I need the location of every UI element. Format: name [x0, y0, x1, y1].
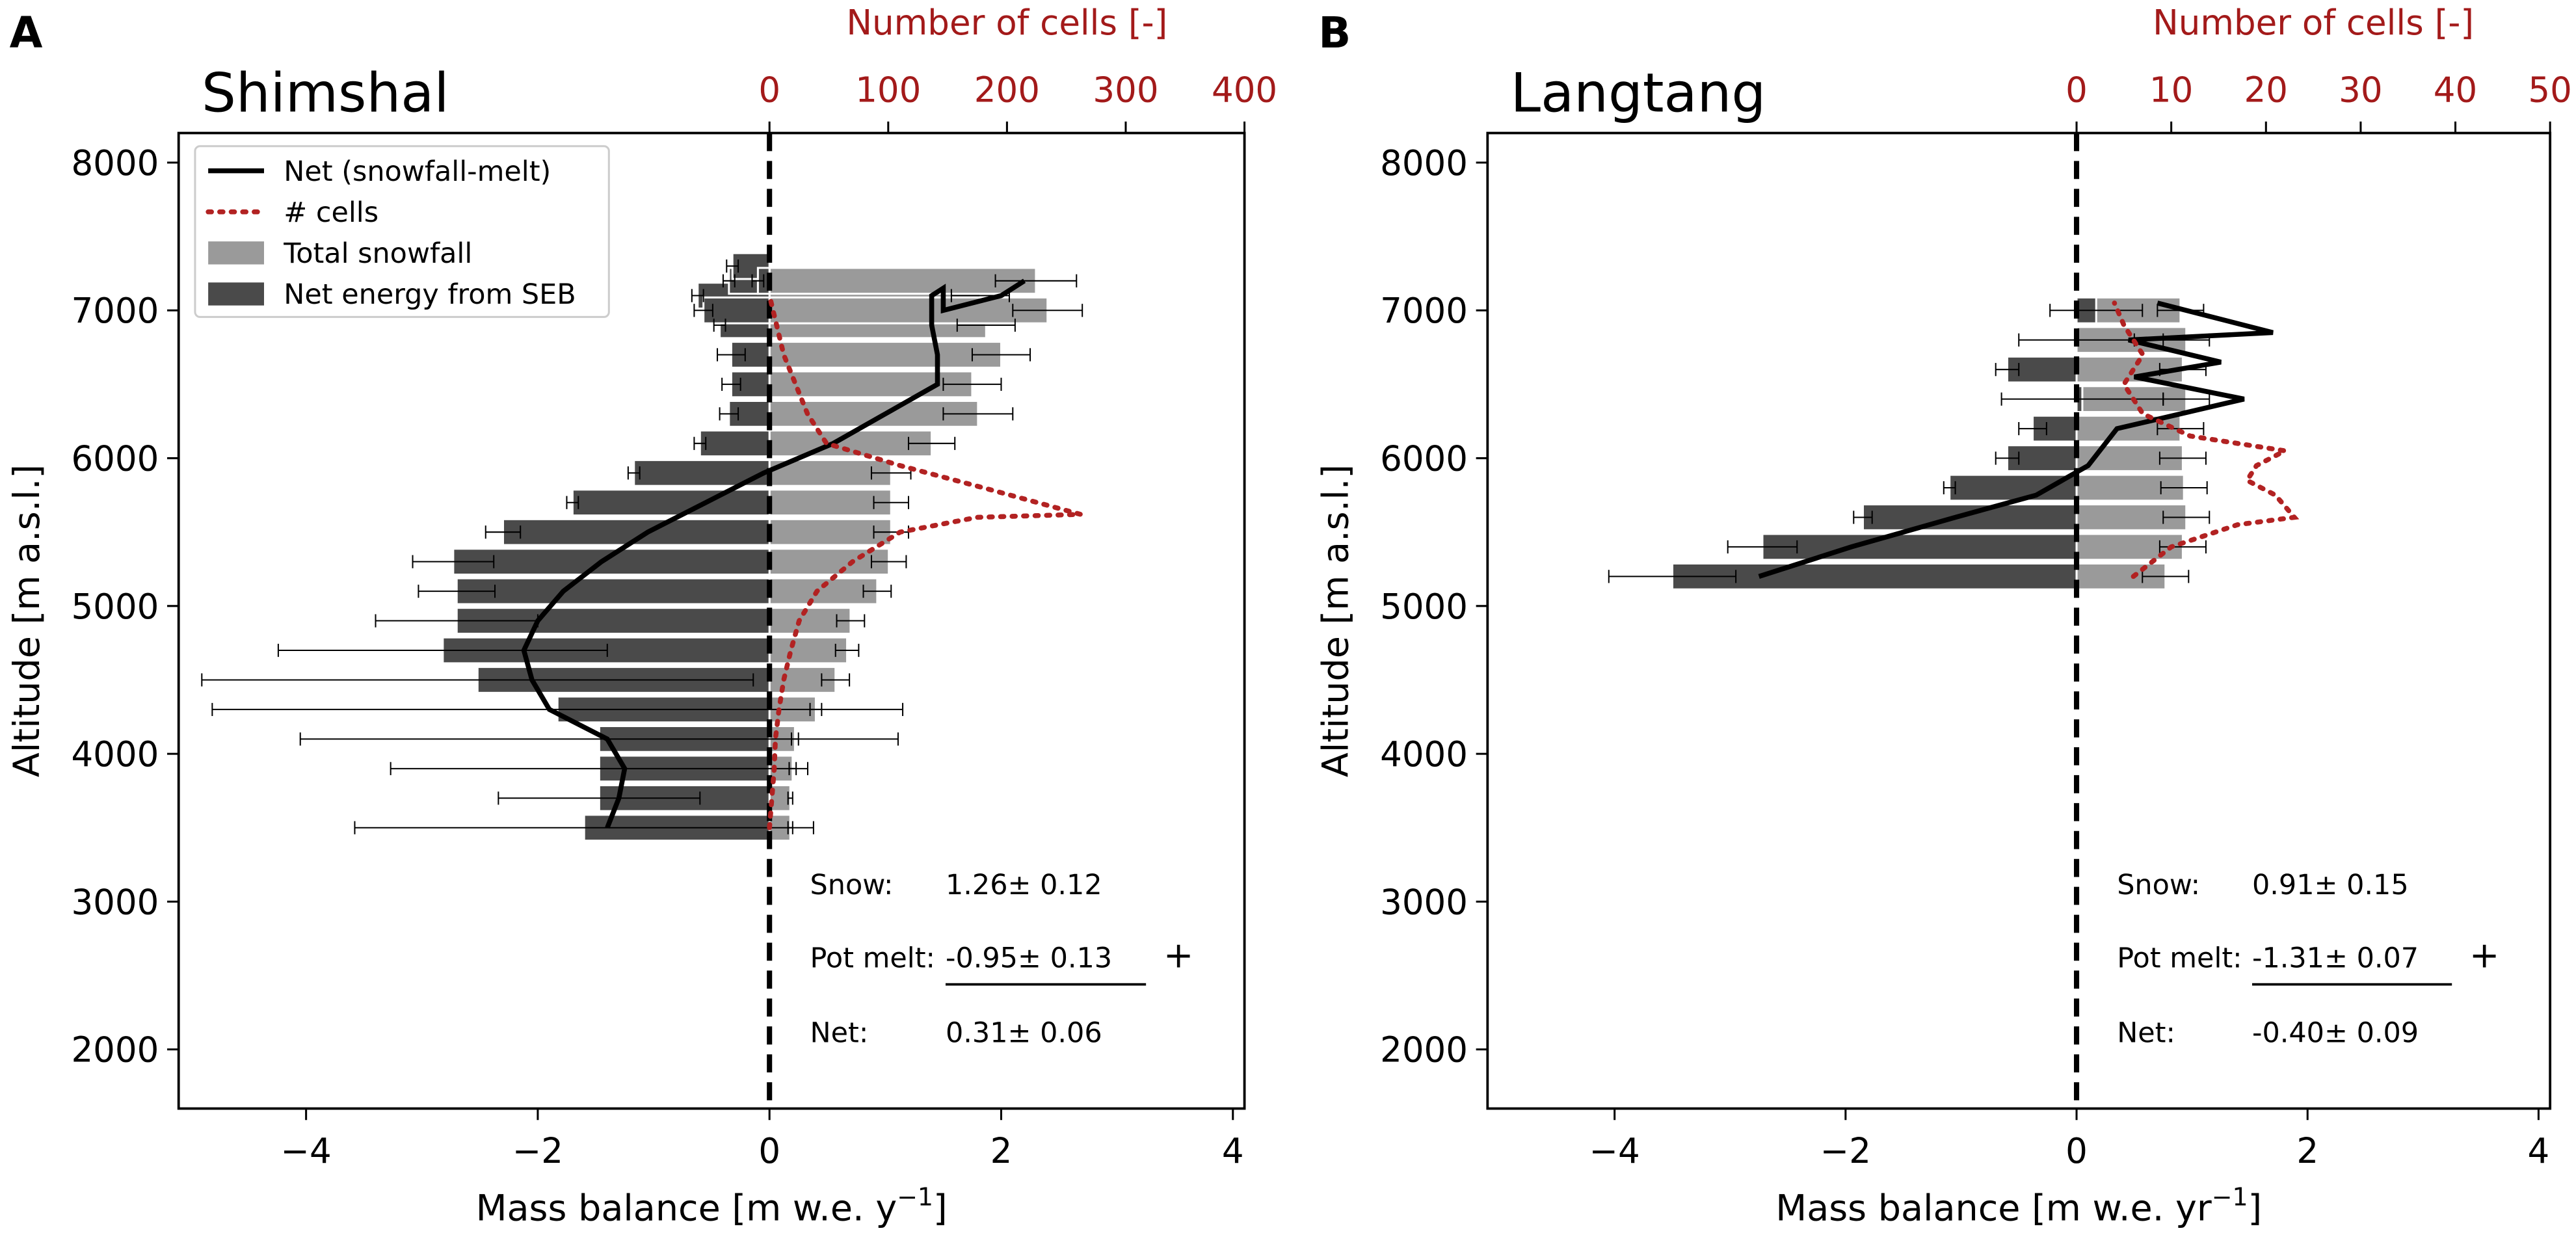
y-tick-label: 2000 — [71, 1030, 159, 1070]
net-line — [1758, 300, 2274, 579]
x-axis-label-close: ] — [2248, 1187, 2263, 1229]
x-tick-label: −2 — [512, 1131, 563, 1171]
plot-area — [201, 133, 1083, 1109]
x-axis-label: Mass balance [m w.e. yr−1] — [1775, 1183, 2262, 1230]
x-axis-label-sup: −1 — [2212, 1183, 2248, 1212]
net-line — [521, 278, 1026, 829]
y-tick-label: 6000 — [1380, 438, 1468, 479]
x-tick-label: −4 — [281, 1131, 332, 1171]
snowfall-bar — [768, 577, 879, 605]
seb-bar — [1761, 533, 2078, 561]
annotation-plus: + — [1163, 935, 1194, 977]
y-tick-label: 5000 — [1380, 587, 1468, 627]
y-tick-label: 3000 — [71, 882, 159, 922]
top-tick-label: 100 — [855, 70, 921, 111]
top-axis-label: Number of cells [-] — [2153, 3, 2474, 43]
y-tick-label: 4000 — [71, 734, 159, 775]
snowfall-bar — [768, 488, 892, 517]
panel-title: Langtang — [1511, 62, 1766, 125]
y-tick-label: 7000 — [71, 291, 159, 331]
annotation-melt-value: -0.95± 0.13 — [946, 942, 1112, 975]
legend-seb-swatch — [208, 282, 264, 306]
y-tick-label: 2000 — [1380, 1030, 1468, 1070]
annotation-net-value: -0.40± 0.09 — [2252, 1016, 2419, 1049]
cells-line — [2112, 300, 2300, 579]
x-axis-label-main: Mass balance [m w.e. y — [476, 1187, 897, 1229]
snowfall-bar — [768, 296, 1049, 325]
annotation-snow-label: Snow: — [2117, 869, 2200, 901]
y-axis-label: Altitude [m a.s.l.] — [1315, 464, 1357, 777]
panel-label: B — [1318, 8, 1351, 58]
top-axis-label: Number of cells [-] — [846, 3, 1167, 43]
plot-frame — [1486, 131, 2552, 1110]
annotation-net-value: 0.31± 0.06 — [946, 1016, 1102, 1049]
legend-label: Total snowfall — [283, 237, 472, 270]
panel-label: A — [10, 8, 43, 58]
y-axis-label: Altitude [m a.s.l.] — [6, 464, 48, 777]
seb-bar — [455, 577, 771, 605]
x-tick-label: −2 — [1820, 1131, 1871, 1171]
top-tick-label: 20 — [2244, 70, 2288, 111]
y-tick-label: 8000 — [71, 143, 159, 183]
top-tick-label: 400 — [1212, 70, 1277, 111]
annotation-snow-label: Snow: — [810, 869, 894, 901]
y-tick-label: 7000 — [1380, 291, 1468, 331]
x-tick-label: 4 — [2528, 1131, 2550, 1171]
x-tick-label: 4 — [1222, 1131, 1244, 1171]
top-tick-label: 40 — [2434, 70, 2477, 111]
x-axis-label-sup: −1 — [897, 1183, 933, 1212]
seb-bar — [1948, 473, 2078, 502]
annotation-melt-label: Pot melt: — [810, 942, 935, 975]
y-tick-label: 8000 — [1380, 143, 1468, 183]
panel-title: Shimshal — [202, 62, 449, 125]
annotation-net-label: Net: — [810, 1016, 869, 1049]
annotation-melt-value: -1.31± 0.07 — [2252, 942, 2419, 975]
seb-bar — [571, 488, 771, 517]
top-tick-label: 0 — [2065, 70, 2088, 111]
x-tick-label: 2 — [990, 1131, 1013, 1171]
top-tick-label: 50 — [2528, 70, 2571, 111]
legend-snowfall-swatch — [208, 241, 264, 265]
annotation-melt-label: Pot melt: — [2117, 942, 2242, 975]
seb-bar — [698, 429, 771, 458]
x-tick-label: 0 — [2065, 1131, 2088, 1171]
top-tick-label: 0 — [758, 70, 780, 111]
cells-line — [767, 293, 1082, 830]
panel-langtang: −4 −2 0 2 4 2000 3000 4000 5000 6000 7000 8000 0 10 20… — [1315, 3, 2572, 1229]
seb-bar — [1861, 503, 2078, 531]
x-tick-label: −4 — [1589, 1131, 1640, 1171]
snowfall-bar — [768, 636, 849, 665]
snowfall-bar — [768, 518, 892, 546]
top-tick-label: 30 — [2339, 70, 2382, 111]
panel-shimshal: −4 −2 0 2 4 2000 3000 4000 5000 6000 7000 8000 0 100 2… — [6, 3, 1277, 1229]
legend-label: # cells — [284, 196, 378, 229]
y-tick-label: 5000 — [71, 587, 159, 627]
top-tick-label: 10 — [2149, 70, 2193, 111]
plot-area — [1608, 133, 2300, 1109]
annotation-snow-value: 1.26± 0.12 — [946, 869, 1102, 901]
annotation-plus: + — [2469, 935, 2500, 977]
x-axis-label-main: Mass balance [m w.e. yr — [1775, 1187, 2212, 1229]
seb-bar — [452, 548, 771, 576]
x-tick-label: 2 — [2296, 1131, 2318, 1171]
annotation-snow-value: 0.91± 0.15 — [2252, 869, 2409, 901]
legend-box — [194, 145, 610, 318]
plot-frame — [177, 131, 1246, 1110]
x-axis-label: Mass balance [m w.e. y−1] — [476, 1183, 948, 1230]
y-tick-label: 3000 — [1380, 882, 1468, 922]
annotation-net-label: Net: — [2117, 1016, 2175, 1049]
top-tick-label: 200 — [974, 70, 1040, 111]
y-tick-label: 6000 — [71, 438, 159, 479]
top-tick-label: 300 — [1093, 70, 1158, 111]
x-tick-label: 0 — [758, 1131, 780, 1171]
snowfall-bar — [768, 341, 1002, 369]
y-tick-label: 4000 — [1380, 734, 1468, 775]
legend-label: Net energy from SEB — [284, 278, 576, 311]
legend-label: Net (snowfall-melt) — [284, 155, 551, 188]
x-axis-label-close: ] — [933, 1187, 948, 1229]
